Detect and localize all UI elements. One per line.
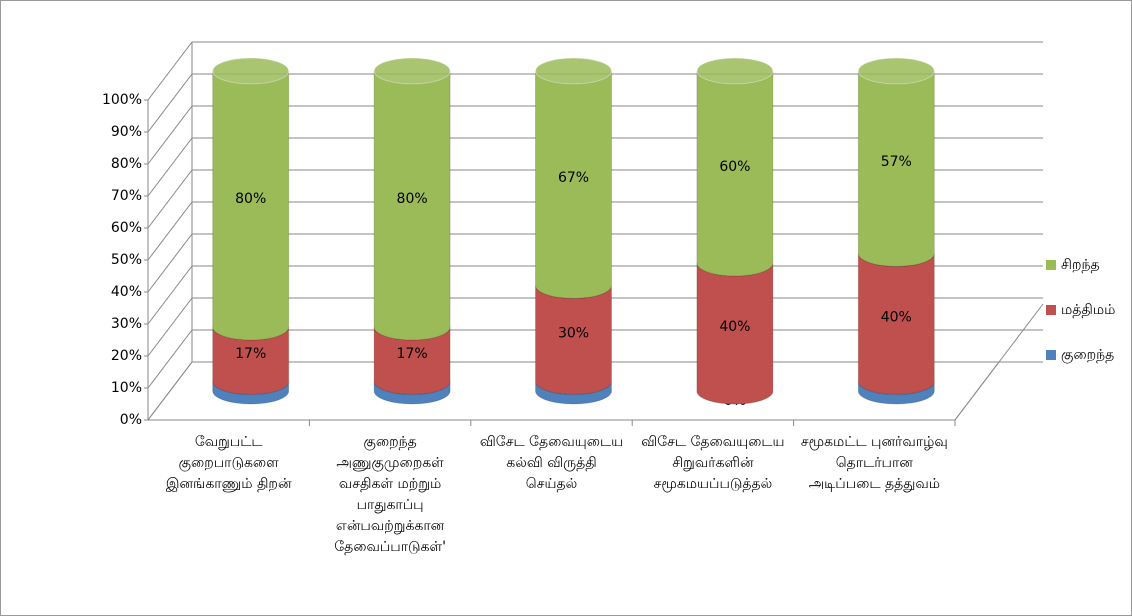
cylinder-cap (373, 57, 451, 85)
value-label: 40% (881, 309, 912, 325)
legend-swatch (1046, 350, 1056, 360)
legend-label: சிறந்த (1061, 257, 1100, 273)
right-edge (998, 303, 1044, 363)
value-label: 17% (235, 346, 266, 362)
legend-label: மத்திமம் (1061, 302, 1115, 318)
x-tick-label: விசேட தேவையுடைய கல்வி விருத்தி செய்தல் (480, 434, 623, 492)
y-tick-label: 20% (111, 348, 142, 364)
y-tick-label: 10% (111, 380, 142, 396)
cylinder-cap (696, 57, 774, 85)
right-front (954, 361, 1000, 421)
y-tick-label: 0% (120, 412, 142, 428)
value-label: 17% (397, 346, 428, 362)
cylinder-cap (857, 57, 935, 85)
y-tick-label: 60% (111, 220, 142, 236)
value-label: 80% (235, 191, 266, 207)
value-label: 60% (719, 159, 750, 175)
value-label: 30% (558, 325, 589, 341)
x-tick-label: குறைந்த அணுகுமுறைகள் வசதிகள் மற்றும் பாதுகா… (334, 434, 446, 555)
y-tick-label: 70% (111, 188, 142, 204)
y-tick-label: 80% (111, 156, 142, 172)
x-tick-label: விசேட தேவையுடைய சிறுவர்களின் சமூகமயப்படுத்… (641, 434, 784, 492)
grid-line (147, 41, 1043, 101)
legend-swatch (1046, 260, 1056, 270)
value-label: 67% (558, 170, 589, 186)
value-label: 80% (397, 191, 428, 207)
x-tick-label: சமூகமட்ட புனர்வாழ்வு தொடர்பான அடிப்படை தத்… (801, 434, 948, 492)
legend-label: குறைந்த (1061, 347, 1114, 364)
y-tick-label: 30% (111, 316, 142, 332)
y-tick-label: 50% (111, 252, 142, 268)
cylinder-cap (535, 57, 612, 85)
y-tick-label: 40% (111, 284, 142, 300)
legend-swatch (1046, 305, 1056, 315)
y-tick-label: 90% (111, 124, 142, 140)
x-tick-label: வேறுபட்ட குறைபாடுகளை இனங்காணும் திறன் (166, 434, 292, 492)
y-tick-label: 100% (102, 92, 142, 108)
cylinder-cap (212, 57, 290, 85)
value-label: 57% (881, 154, 912, 170)
value-label: 40% (719, 319, 750, 335)
